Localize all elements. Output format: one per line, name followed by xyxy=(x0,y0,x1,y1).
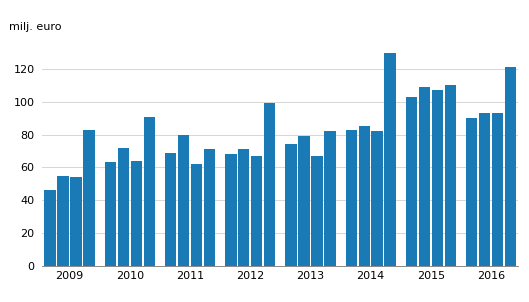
Bar xyxy=(238,149,250,266)
Bar xyxy=(204,149,215,266)
Bar xyxy=(251,156,262,266)
Bar xyxy=(131,161,142,266)
Bar xyxy=(445,85,456,266)
Bar xyxy=(285,144,297,266)
Bar xyxy=(117,148,129,266)
Bar xyxy=(105,162,116,266)
Bar xyxy=(44,190,56,266)
Bar xyxy=(70,177,82,266)
Bar xyxy=(345,130,357,266)
Bar xyxy=(324,131,336,266)
Bar xyxy=(466,118,478,266)
Bar xyxy=(298,136,309,266)
Bar xyxy=(479,113,490,266)
Bar xyxy=(57,175,69,266)
Bar xyxy=(385,53,396,266)
Bar xyxy=(432,90,443,266)
Bar xyxy=(178,135,189,266)
Bar xyxy=(264,104,276,266)
Bar xyxy=(143,117,155,266)
Bar xyxy=(371,131,383,266)
Text: milj. euro: milj. euro xyxy=(9,22,61,32)
Bar xyxy=(419,87,430,266)
Bar xyxy=(406,97,417,266)
Bar xyxy=(311,156,323,266)
Bar xyxy=(492,113,504,266)
Bar xyxy=(165,153,176,266)
Bar xyxy=(505,67,516,266)
Bar xyxy=(83,130,95,266)
Bar xyxy=(225,154,236,266)
Bar xyxy=(191,164,202,266)
Bar xyxy=(359,127,370,266)
